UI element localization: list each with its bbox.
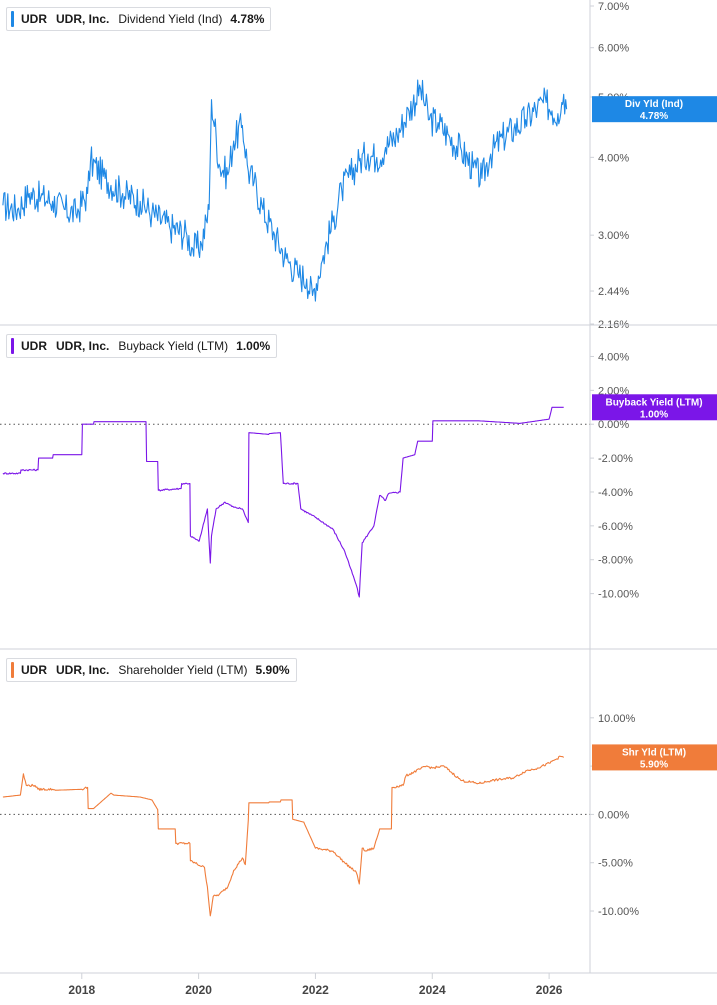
badge-value: 4.78% <box>640 111 668 122</box>
x-tick-label: 2024 <box>419 983 446 997</box>
legend-metric: Shareholder Yield (LTM) <box>118 663 248 677</box>
badge-background <box>592 394 717 421</box>
badge-background <box>592 96 717 123</box>
legend-ticker: UDR <box>21 12 47 26</box>
last-value-badge: Div Yld (Ind)4.78% <box>592 96 717 123</box>
legend-value: 5.90% <box>255 663 290 677</box>
series-line <box>2 406 564 598</box>
panel-3: 10.00%5.00%0.00%-5.00%-10.00%Shr Yld (LT… <box>0 648 717 973</box>
x-tick-label: 2022 <box>302 983 329 997</box>
badge-label: Shr Yld (LTM) <box>622 747 686 758</box>
legend-company: UDR, Inc. <box>56 663 110 677</box>
badge-label: Div Yld (Ind) <box>625 99 683 110</box>
y-tick-label: -5.00% <box>598 858 633 870</box>
badge-value: 1.00% <box>640 409 668 420</box>
legend-swatch <box>11 662 14 678</box>
x-tick-label: 2018 <box>68 983 95 997</box>
legend-swatch <box>11 11 14 27</box>
y-tick-label: 10.00% <box>598 713 636 725</box>
x-axis: 2018 2020 2022 2024 2026 <box>0 972 717 997</box>
legend-ticker: UDR <box>21 663 47 677</box>
legend-company: UDR, Inc. <box>56 12 110 26</box>
legend-dividend-yield: UDR UDR, Inc. Dividend Yield (Ind) 4.78% <box>6 7 272 31</box>
series-line <box>2 79 568 302</box>
x-tick-label: 2026 <box>536 983 563 997</box>
y-tick-label: 7.00% <box>598 1 629 13</box>
y-tick-label: 4.00% <box>598 351 629 363</box>
y-tick-label: -10.00% <box>598 589 639 601</box>
last-value-badge: Shr Yld (LTM)5.90% <box>592 744 717 771</box>
badge-background <box>592 744 717 771</box>
y-tick-label: -4.00% <box>598 487 633 499</box>
y-tick-label: -8.00% <box>598 555 633 567</box>
y-tick-label: -10.00% <box>598 906 639 918</box>
y-tick-label: 4.00% <box>598 152 629 164</box>
panel-2: 4.00%2.00%0.00%-2.00%-4.00%-6.00%-8.00%-… <box>0 324 717 649</box>
y-tick-label: 3.00% <box>598 230 629 242</box>
y-tick-label: 2.44% <box>598 286 629 298</box>
legend-buyback-yield: UDR UDR, Inc. Buyback Yield (LTM) 1.00% <box>6 334 278 358</box>
panel-1: 7.00%6.00%5.00%4.00%3.00%2.44%2.16%Div Y… <box>2 0 717 331</box>
series-line <box>2 755 565 917</box>
y-tick-label: -2.00% <box>598 453 633 465</box>
legend-swatch <box>11 338 14 354</box>
legend-value: 4.78% <box>230 12 265 26</box>
badge-label: Buyback Yield (LTM) <box>605 397 702 408</box>
y-tick-label: 0.00% <box>598 809 629 821</box>
legend-company: UDR, Inc. <box>56 339 110 353</box>
legend-shareholder-yield: UDR UDR, Inc. Shareholder Yield (LTM) 5.… <box>6 658 297 682</box>
last-value-badge: Buyback Yield (LTM)1.00% <box>592 394 717 421</box>
y-tick-label: 6.00% <box>598 43 629 55</box>
legend-metric: Buyback Yield (LTM) <box>118 339 229 353</box>
legend-metric: Dividend Yield (Ind) <box>118 12 223 26</box>
legend-ticker: UDR <box>21 339 47 353</box>
y-tick-label: 0.00% <box>598 419 629 431</box>
x-tick-label: 2020 <box>185 983 212 997</box>
legend-value: 1.00% <box>236 339 271 353</box>
y-tick-label: -6.00% <box>598 521 633 533</box>
badge-value: 5.90% <box>640 759 668 770</box>
